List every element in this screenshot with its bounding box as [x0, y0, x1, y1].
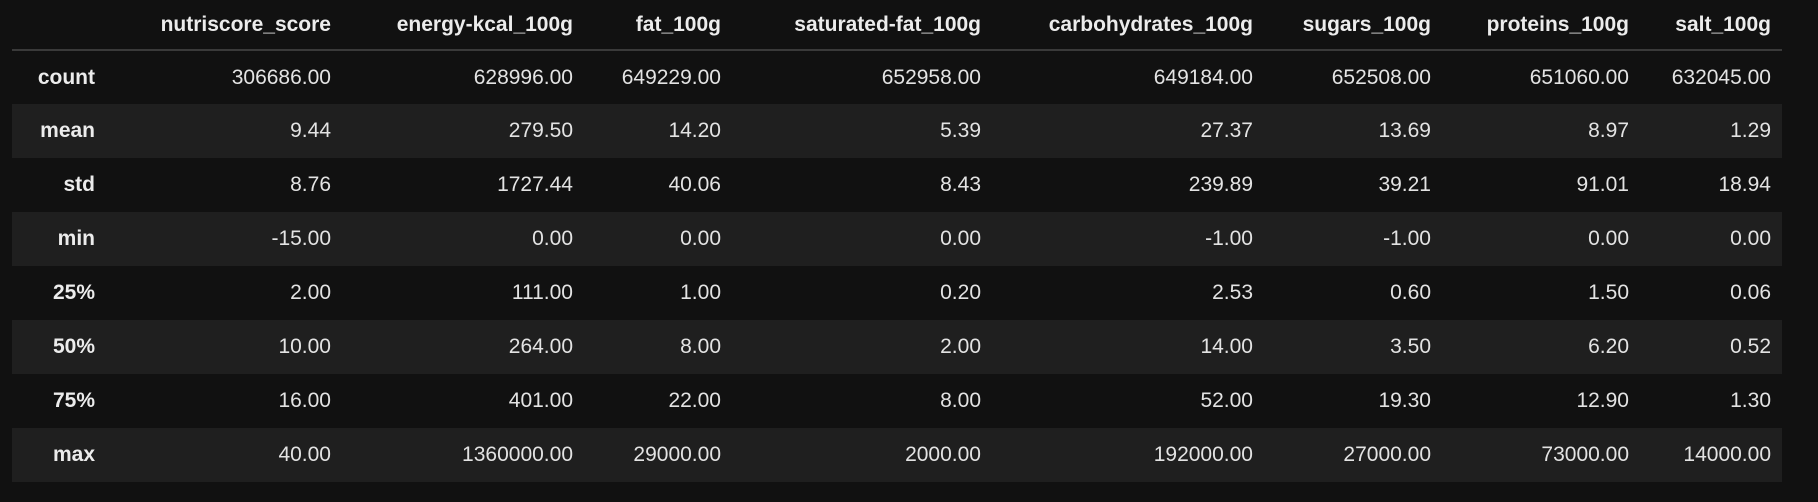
table-row-25pct: 25% 2.00 111.00 1.00 0.20 2.53 0.60 1.50… — [12, 266, 1782, 320]
row-label: 25% — [52, 281, 95, 304]
table-cell: 0.60 — [1390, 281, 1431, 304]
column-header-carbohydrates: carbohydrates_100g — [992, 0, 1264, 51]
table-cell: -1.00 — [1383, 227, 1431, 250]
table-cell: 0.06 — [1730, 281, 1771, 304]
table-cell: 40.06 — [668, 173, 721, 196]
table-cell: 1.50 — [1588, 281, 1629, 304]
column-header-sugars: sugars_100g — [1264, 0, 1442, 51]
table-row-min: min -15.00 0.00 0.00 0.00 -1.00 -1.00 0.… — [12, 212, 1782, 266]
describe-dataframe-table: nutriscore_score energy-kcal_100g fat_10… — [12, 0, 1782, 482]
row-label: max — [52, 443, 95, 466]
table-cell: 239.89 — [1188, 173, 1253, 196]
table-cell: 27000.00 — [1343, 443, 1431, 466]
table-cell: 1.00 — [680, 281, 721, 304]
table-cell: 14000.00 — [1683, 443, 1771, 466]
column-header-saturated-fat: saturated-fat_100g — [732, 0, 992, 51]
table-row-75pct: 75% 16.00 401.00 22.00 8.00 52.00 19.30 … — [12, 374, 1782, 428]
row-label: count — [37, 65, 95, 89]
table-cell: 8.43 — [940, 173, 981, 196]
table-cell: 5.39 — [940, 119, 981, 142]
table-cell: 0.00 — [680, 227, 721, 250]
column-header-fat: fat_100g — [584, 0, 732, 51]
table-cell: 22.00 — [668, 389, 721, 412]
table-header: nutriscore_score energy-kcal_100g fat_10… — [12, 0, 1782, 51]
table-cell: -1.00 — [1205, 227, 1253, 250]
table-cell: 8.97 — [1588, 119, 1629, 142]
table-cell: 0.00 — [1730, 227, 1771, 250]
table-cell: 652958.00 — [881, 65, 981, 89]
row-label: 50% — [52, 335, 95, 358]
table-cell: 0.20 — [940, 281, 981, 304]
table-cell: 40.00 — [278, 443, 331, 466]
table-cell: 279.50 — [508, 119, 573, 142]
table-cell: 19.30 — [1378, 389, 1431, 412]
table-cell: 0.00 — [940, 227, 981, 250]
table-cell: 14.00 — [1200, 335, 1253, 358]
table-cell: 14.20 — [668, 119, 721, 142]
table-cell: 73000.00 — [1541, 443, 1629, 466]
table-cell: 12.90 — [1576, 389, 1629, 412]
table-cell: 1727.44 — [497, 173, 573, 196]
table-cell: 9.44 — [290, 119, 331, 142]
column-header-proteins: proteins_100g — [1442, 0, 1640, 51]
table-cell: 91.01 — [1576, 173, 1629, 196]
table-cell: 52.00 — [1200, 389, 1253, 412]
table-cell: 632045.00 — [1671, 65, 1771, 89]
table-cell: 651060.00 — [1529, 65, 1629, 89]
table-cell: -15.00 — [271, 227, 331, 250]
row-label: min — [57, 227, 95, 250]
table-cell: 1.29 — [1730, 119, 1771, 142]
table-cell: 2.00 — [940, 335, 981, 358]
table-cell: 39.21 — [1378, 173, 1431, 196]
header-row: nutriscore_score energy-kcal_100g fat_10… — [12, 0, 1782, 51]
row-label: std — [63, 173, 96, 196]
table-cell: 306686.00 — [231, 65, 331, 89]
table-cell: 2000.00 — [905, 443, 981, 466]
table-cell: 2.53 — [1212, 281, 1253, 304]
table-cell: 6.20 — [1588, 335, 1629, 358]
column-header-nutriscore-score: nutriscore_score — [106, 0, 342, 51]
table-cell: 628996.00 — [473, 65, 573, 89]
table-row-50pct: 50% 10.00 264.00 8.00 2.00 14.00 3.50 6.… — [12, 320, 1782, 374]
table-cell: 8.00 — [940, 389, 981, 412]
column-header-energy-kcal: energy-kcal_100g — [342, 0, 584, 51]
table-cell: 401.00 — [508, 389, 573, 412]
table-cell: 1360000.00 — [462, 443, 573, 466]
table-cell: 8.00 — [680, 335, 721, 358]
table-cell: 3.50 — [1390, 335, 1431, 358]
table-cell: 8.76 — [290, 173, 331, 196]
table-cell: 649229.00 — [621, 65, 721, 89]
table-cell: 29000.00 — [633, 443, 721, 466]
table-cell: 2.00 — [290, 281, 331, 304]
table-cell: 27.37 — [1200, 119, 1253, 142]
table-cell: 652508.00 — [1331, 65, 1431, 89]
table-row-std: std 8.76 1727.44 40.06 8.43 239.89 39.21… — [12, 158, 1782, 212]
table-cell: 18.94 — [1718, 173, 1771, 196]
row-label: mean — [40, 119, 95, 142]
column-header-salt: salt_100g — [1640, 0, 1782, 51]
table-cell: 16.00 — [278, 389, 331, 412]
table-cell: 10.00 — [278, 335, 331, 358]
table-row-mean: mean 9.44 279.50 14.20 5.39 27.37 13.69 … — [12, 104, 1782, 158]
table-row-count: count 306686.00 628996.00 649229.00 6529… — [12, 50, 1782, 104]
table-cell: 13.69 — [1378, 119, 1431, 142]
table-cell: 0.00 — [532, 227, 573, 250]
index-header-cell — [12, 0, 106, 51]
table-cell: 649184.00 — [1153, 65, 1253, 89]
table-row-max: max 40.00 1360000.00 29000.00 2000.00 19… — [12, 428, 1782, 482]
table-cell: 192000.00 — [1153, 443, 1253, 466]
row-label: 75% — [52, 389, 95, 412]
table-cell: 0.52 — [1730, 335, 1771, 358]
table-cell: 111.00 — [511, 281, 573, 304]
table-body: count 306686.00 628996.00 649229.00 6529… — [12, 50, 1782, 482]
table-cell: 264.00 — [508, 335, 573, 358]
table-cell: 0.00 — [1588, 227, 1629, 250]
table-cell: 1.30 — [1730, 389, 1771, 412]
